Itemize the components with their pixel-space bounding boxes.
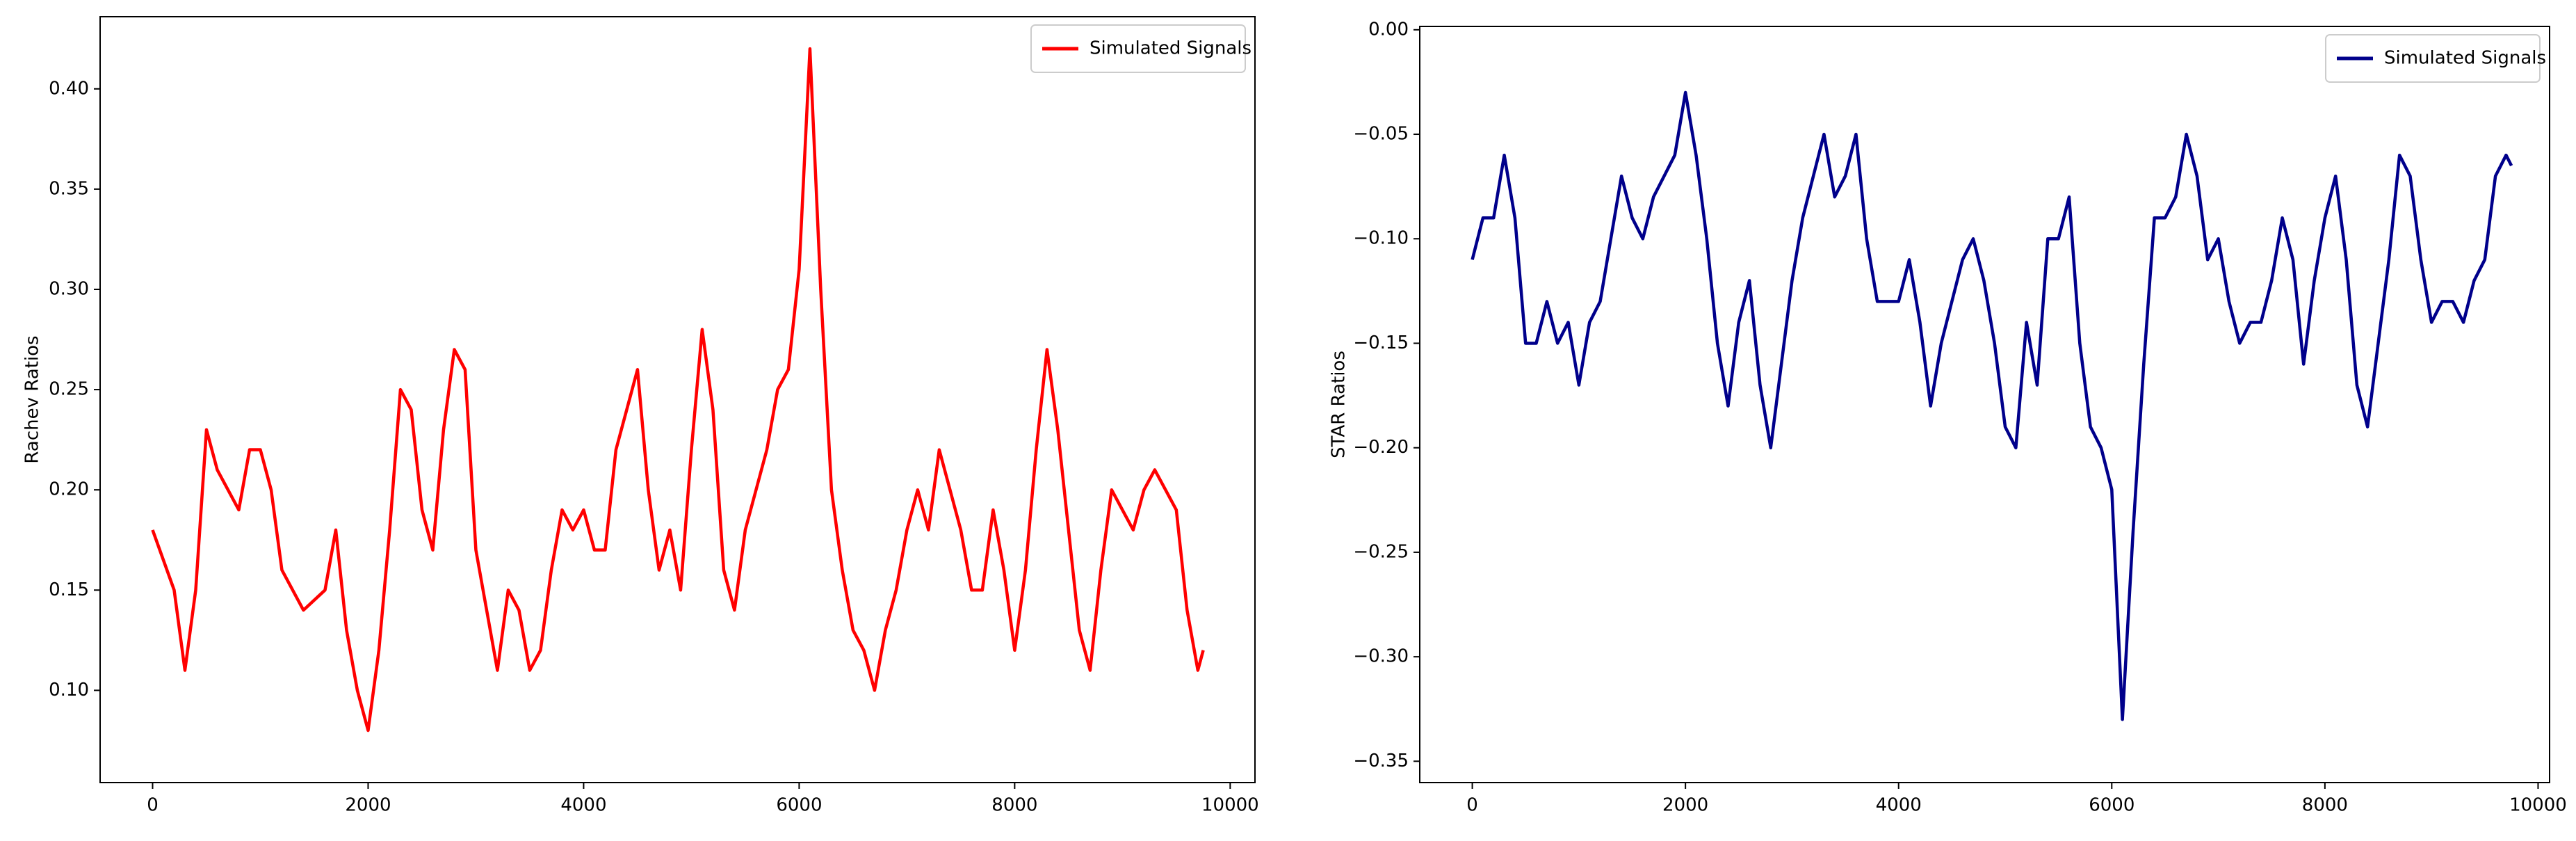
y-tick-label: 0.10 xyxy=(49,680,89,700)
legend-label: Simulated Signals xyxy=(1089,38,1251,59)
x-tick-label: 0 xyxy=(147,795,159,816)
x-tick-label: 8000 xyxy=(2302,795,2348,816)
x-tick-label: 0 xyxy=(1466,795,1478,816)
legend-label: Simulated Signals xyxy=(2384,48,2546,69)
data-line xyxy=(1471,90,2513,721)
y-tick-label: −0.25 xyxy=(1353,541,1409,562)
y-tick-label: −0.05 xyxy=(1353,124,1409,145)
x-tick-label: 10000 xyxy=(2509,795,2567,816)
x-tick-label: 6000 xyxy=(776,795,822,816)
y-tick-label: 0.00 xyxy=(1368,19,1409,40)
y-tick-label: −0.20 xyxy=(1353,437,1409,458)
y-axis-label: STAR Ratios xyxy=(1329,351,1350,458)
data-line xyxy=(151,47,1205,732)
plot-area xyxy=(1471,90,2513,721)
x-tick-label: 2000 xyxy=(1662,795,1708,816)
y-axis-label: Rachev Ratios xyxy=(22,335,43,463)
chart-panel: 0 2000 4000 6000 8000 10000 −0.35 −0.30 −0.25 −0.… xyxy=(1329,19,2567,815)
y-tick-label: −0.10 xyxy=(1353,228,1409,249)
y-tick-label: 0.35 xyxy=(49,178,89,199)
chart-panel: 0 2000 4000 6000 8000 10000 0.10 0.15 0.20 0.25 0.… xyxy=(22,16,1259,816)
legend-box xyxy=(1030,24,1246,73)
x-tick-label: 2000 xyxy=(345,795,391,816)
x-tick-label: 6000 xyxy=(2089,795,2134,816)
x-tick-label: 8000 xyxy=(991,795,1037,816)
axes-frame xyxy=(1419,26,2550,783)
x-tick-label: 4000 xyxy=(560,795,606,816)
y-tick-label: −0.15 xyxy=(1353,333,1409,353)
axes-frame xyxy=(99,16,1256,783)
y-tick-label: −0.30 xyxy=(1353,646,1409,667)
y-tick-label: 0.15 xyxy=(49,579,89,600)
x-tick-label: 10000 xyxy=(1201,795,1259,816)
y-tick-label: −0.35 xyxy=(1353,751,1409,771)
y-tick-label: 0.20 xyxy=(49,479,89,500)
y-tick-label: 0.30 xyxy=(49,278,89,299)
x-tick-label: 4000 xyxy=(1876,795,1922,816)
y-tick-label: 0.40 xyxy=(49,78,89,99)
legend-box xyxy=(2325,34,2541,83)
plot-area xyxy=(151,47,1205,732)
y-tick-label: 0.25 xyxy=(49,379,89,400)
